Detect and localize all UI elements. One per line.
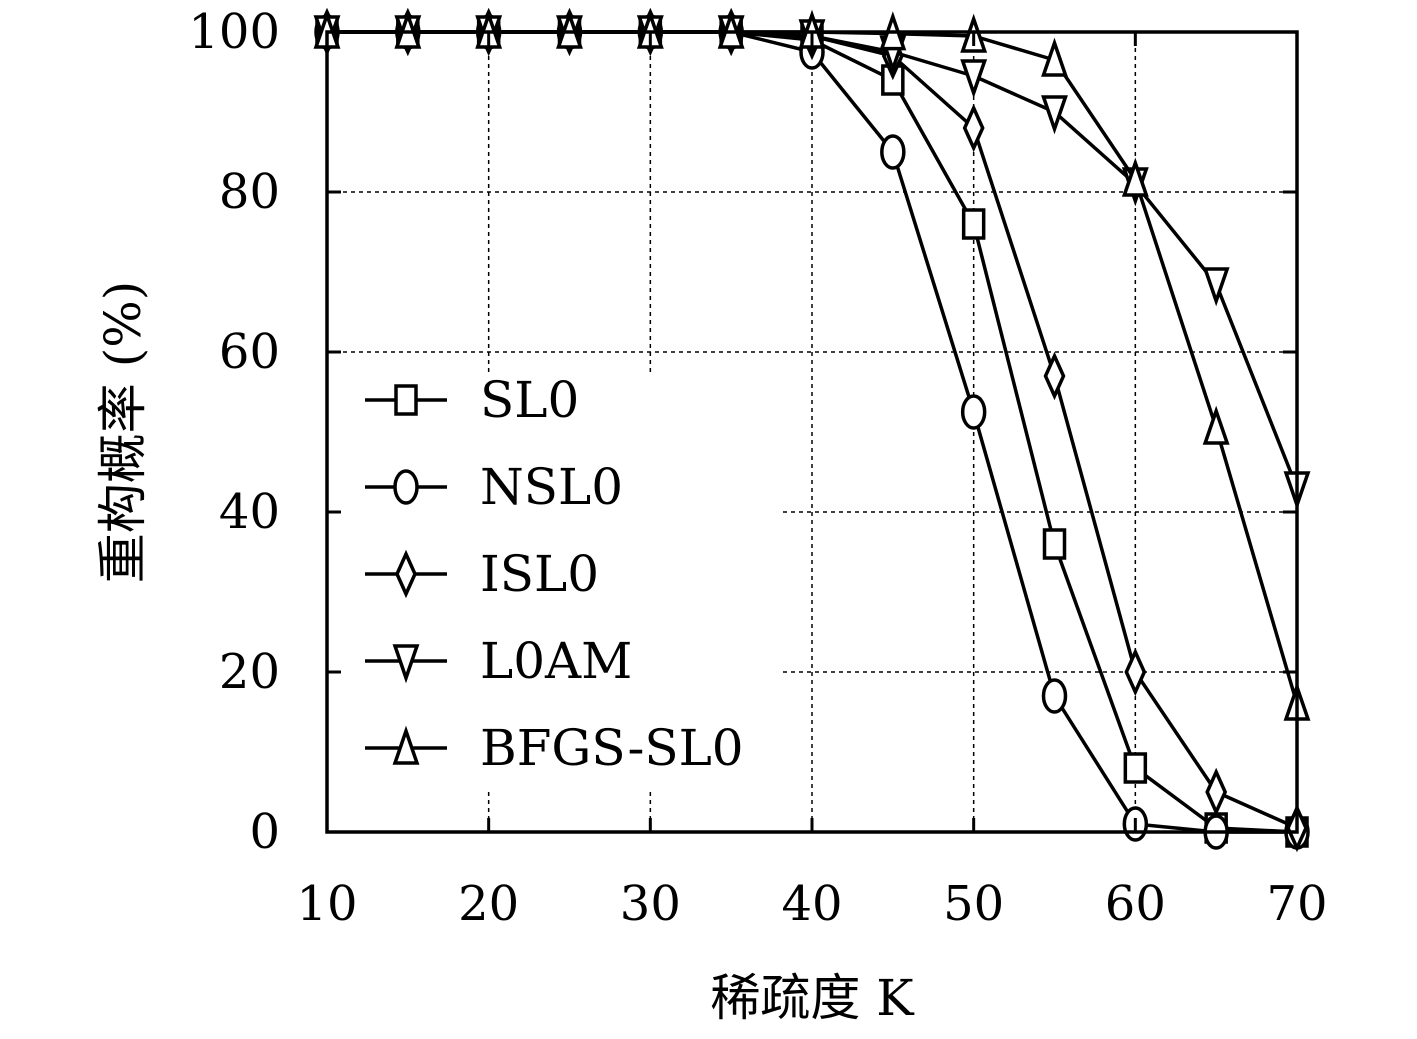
x-tick-label: 40 (781, 876, 842, 932)
legend-marker-isl0 (395, 549, 417, 599)
data-point-bfgs-sl0 (1041, 37, 1068, 77)
data-point-bfgs-sl0 (1121, 157, 1149, 197)
legend-entry-isl0: ISL0 (365, 545, 599, 603)
y-axis-label: 重构概率 (%) (94, 281, 152, 583)
legend-entry-bfgs-sl0: BFGS-SL0 (365, 719, 744, 777)
x-tick-label: 30 (620, 876, 681, 932)
legend-label-sl0: SL0 (480, 371, 579, 429)
data-point-l0am (1041, 95, 1068, 135)
legend-label-bfgs-sl0: BFGS-SL0 (480, 719, 744, 777)
x-axis-label: 稀疏度 K (710, 969, 915, 1027)
y-tick-label: 40 (219, 484, 280, 540)
data-point-nsl0 (1041, 678, 1068, 714)
legend-marker-sl0 (394, 384, 418, 416)
legend-background (342, 372, 780, 790)
data-point-isl0 (962, 103, 985, 153)
legend-entry-nsl0: NSL0 (365, 458, 623, 516)
legend-marker-nsl0 (393, 469, 419, 505)
data-point-nsl0 (880, 134, 906, 170)
x-tick-label: 20 (458, 876, 519, 932)
x-tick-label: 50 (943, 876, 1004, 932)
legend-entry-sl0: SL0 (365, 371, 579, 429)
x-tick-label: 60 (1105, 876, 1166, 932)
y-tick-label: 60 (219, 324, 280, 380)
legend-entry-l0am: L0AM (365, 632, 632, 690)
x-tick-label: 70 (1266, 876, 1327, 932)
y-tick-label: 80 (219, 164, 280, 220)
data-point-sl0 (1042, 528, 1067, 560)
legend: SL0 NSL0 ISL0 L0AM BFGS-SL0 (342, 371, 780, 790)
legend-label-l0am: L0AM (480, 632, 632, 690)
data-point-nsl0 (960, 394, 987, 430)
data-point-sl0 (961, 208, 986, 240)
data-point-isl0 (1124, 647, 1147, 697)
data-point-l0am (960, 59, 988, 99)
y-tick-label: 0 (249, 804, 280, 860)
data-point-isl0 (1043, 351, 1066, 401)
data-point-l0am (1202, 267, 1230, 307)
legend-marker-l0am (392, 644, 420, 684)
legend-marker-bfgs-sl0 (392, 725, 420, 765)
y-tick-label: 20 (219, 644, 280, 700)
axis-ticks: 10 20 30 40 50 60 70 0 20 40 60 80 100 (188, 4, 1327, 932)
data-point-isl0 (1205, 767, 1228, 817)
data-point-bfgs-sl0 (1202, 405, 1230, 445)
legend-label-nsl0: NSL0 (480, 458, 623, 516)
y-tick-label: 100 (188, 4, 280, 60)
legend-label-isl0: ISL0 (480, 545, 599, 603)
data-point-sl0 (1123, 752, 1148, 784)
x-tick-label: 10 (296, 876, 357, 932)
